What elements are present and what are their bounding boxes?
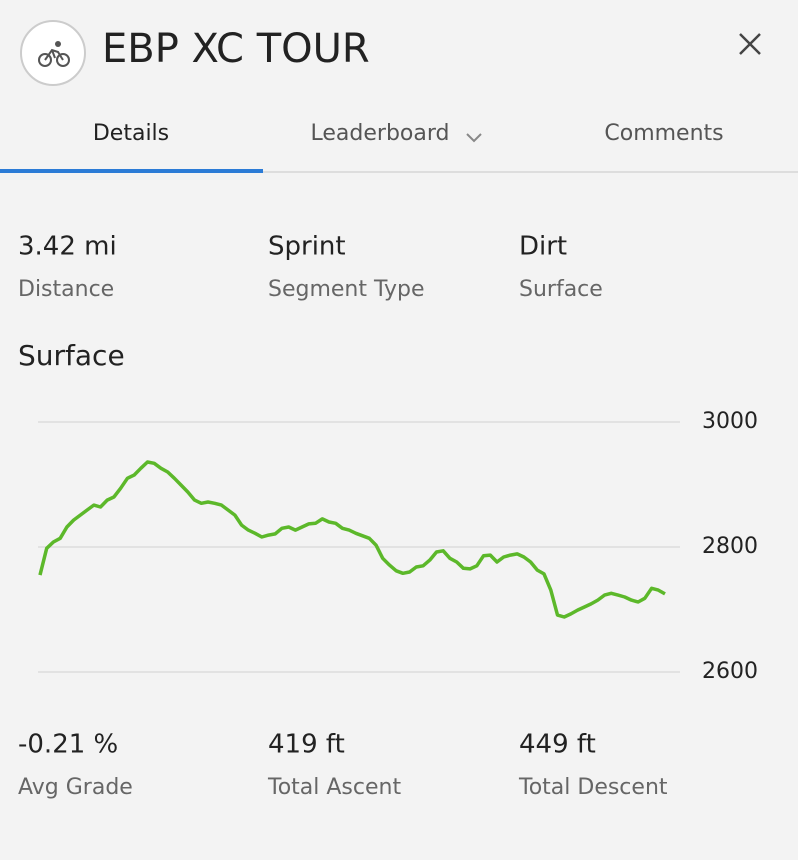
stat-label: Total Ascent xyxy=(267,775,401,800)
tab[interactable]: Leaderboard xyxy=(311,121,450,146)
stat-label: Distance xyxy=(18,277,114,302)
stat-value: 419 ft xyxy=(268,730,345,760)
tab[interactable]: Comments xyxy=(604,121,723,146)
y-tick-label: 3000 xyxy=(702,409,758,434)
chart-title: Surface xyxy=(18,339,125,372)
stat-value: 3.42 mi xyxy=(18,232,117,262)
y-tick-label: 2600 xyxy=(702,659,758,684)
title: EBP XC TOUR xyxy=(102,26,370,72)
stat-label: Avg Grade xyxy=(18,775,133,800)
close-button[interactable] xyxy=(739,33,761,55)
stat-value: Sprint xyxy=(268,232,346,262)
stat-value: -0.21 % xyxy=(18,730,118,760)
elevation-line xyxy=(38,460,666,619)
stat-label: Total Descent xyxy=(518,775,668,800)
stat-label: Surface xyxy=(519,277,603,302)
stat-label: Segment Type xyxy=(268,277,425,302)
tab[interactable]: Details xyxy=(93,121,169,146)
stat-value: Dirt xyxy=(519,232,567,262)
tab-chevron xyxy=(466,133,482,143)
y-tick-label: 2800 xyxy=(702,534,758,559)
tab-indicator xyxy=(0,169,263,173)
stat-value: 449 ft xyxy=(519,730,596,760)
activity-icon xyxy=(20,20,86,86)
